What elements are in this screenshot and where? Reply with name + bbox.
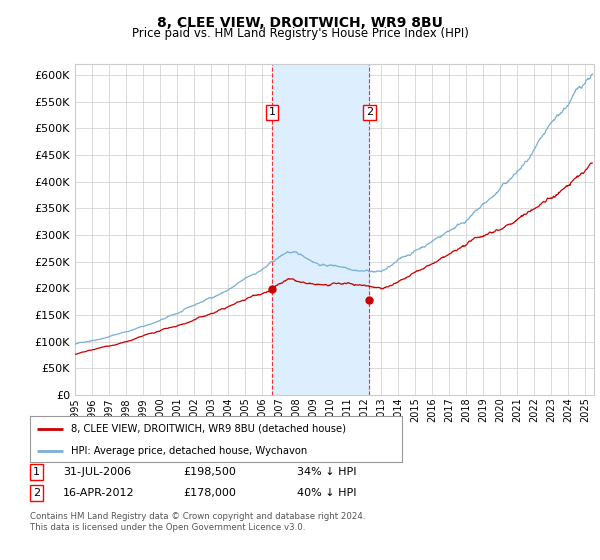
Text: 8, CLEE VIEW, DROITWICH, WR9 8BU: 8, CLEE VIEW, DROITWICH, WR9 8BU <box>157 16 443 30</box>
Text: 40% ↓ HPI: 40% ↓ HPI <box>297 488 356 498</box>
Text: £178,000: £178,000 <box>183 488 236 498</box>
Text: 2: 2 <box>365 108 373 118</box>
Text: £198,500: £198,500 <box>183 467 236 477</box>
Text: Contains HM Land Registry data © Crown copyright and database right 2024.
This d: Contains HM Land Registry data © Crown c… <box>30 512 365 532</box>
Text: 2: 2 <box>33 488 40 498</box>
Text: 1: 1 <box>269 108 275 118</box>
Bar <box>272 64 369 395</box>
Text: HPI: Average price, detached house, Wychavon: HPI: Average price, detached house, Wych… <box>71 446 307 455</box>
Text: 34% ↓ HPI: 34% ↓ HPI <box>297 467 356 477</box>
Text: 1: 1 <box>33 467 40 477</box>
Text: 31-JUL-2006: 31-JUL-2006 <box>63 467 131 477</box>
Text: Price paid vs. HM Land Registry's House Price Index (HPI): Price paid vs. HM Land Registry's House … <box>131 27 469 40</box>
Text: 16-APR-2012: 16-APR-2012 <box>63 488 134 498</box>
Text: 8, CLEE VIEW, DROITWICH, WR9 8BU (detached house): 8, CLEE VIEW, DROITWICH, WR9 8BU (detach… <box>71 424 346 434</box>
